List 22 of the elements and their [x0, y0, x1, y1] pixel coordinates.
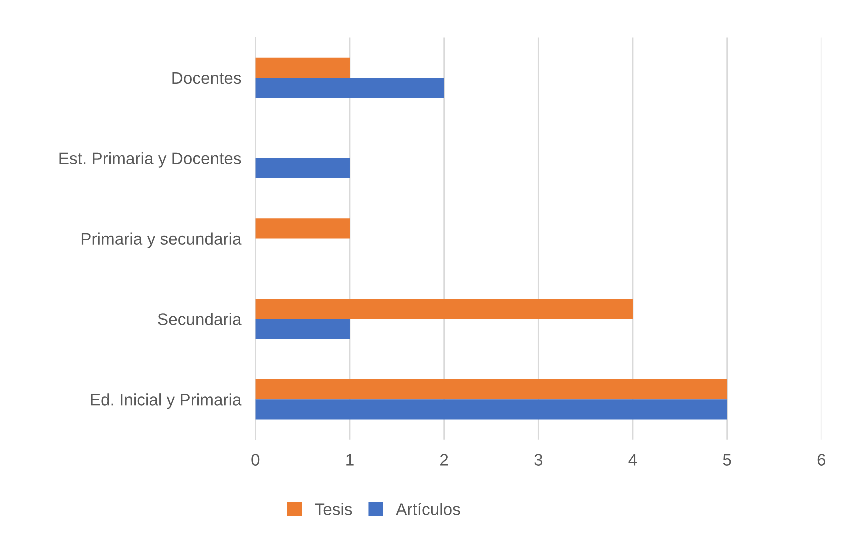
x-tick-label: 4: [628, 454, 638, 466]
bar: [256, 299, 633, 320]
bar: [256, 78, 444, 98]
y-tick-label: Ed. Inicial y Primaria: [91, 394, 242, 410]
bar: [256, 400, 728, 420]
bar: [256, 380, 728, 400]
bar: [256, 58, 350, 78]
y-tick-label: Secundaria: [158, 313, 242, 326]
x-tick-label: 1: [346, 454, 354, 466]
x-tick-label: 0: [252, 454, 260, 466]
x-tick-label: 6: [818, 454, 826, 466]
legend-label: Tesis: [315, 503, 352, 516]
y-tick-label: Primaria y secundaria: [82, 232, 242, 248]
x-tick-label: 2: [440, 454, 448, 466]
x-tick-label: 5: [723, 454, 732, 466]
bar: [256, 158, 350, 178]
legend-label: Artículos: [396, 502, 460, 516]
y-tick-label: Est. Primaria y Docentes: [60, 152, 242, 168]
bar: [256, 218, 350, 239]
y-tick-label: Docentes: [172, 72, 242, 84]
bar: [256, 319, 350, 340]
x-tick-label: 3: [534, 454, 543, 466]
